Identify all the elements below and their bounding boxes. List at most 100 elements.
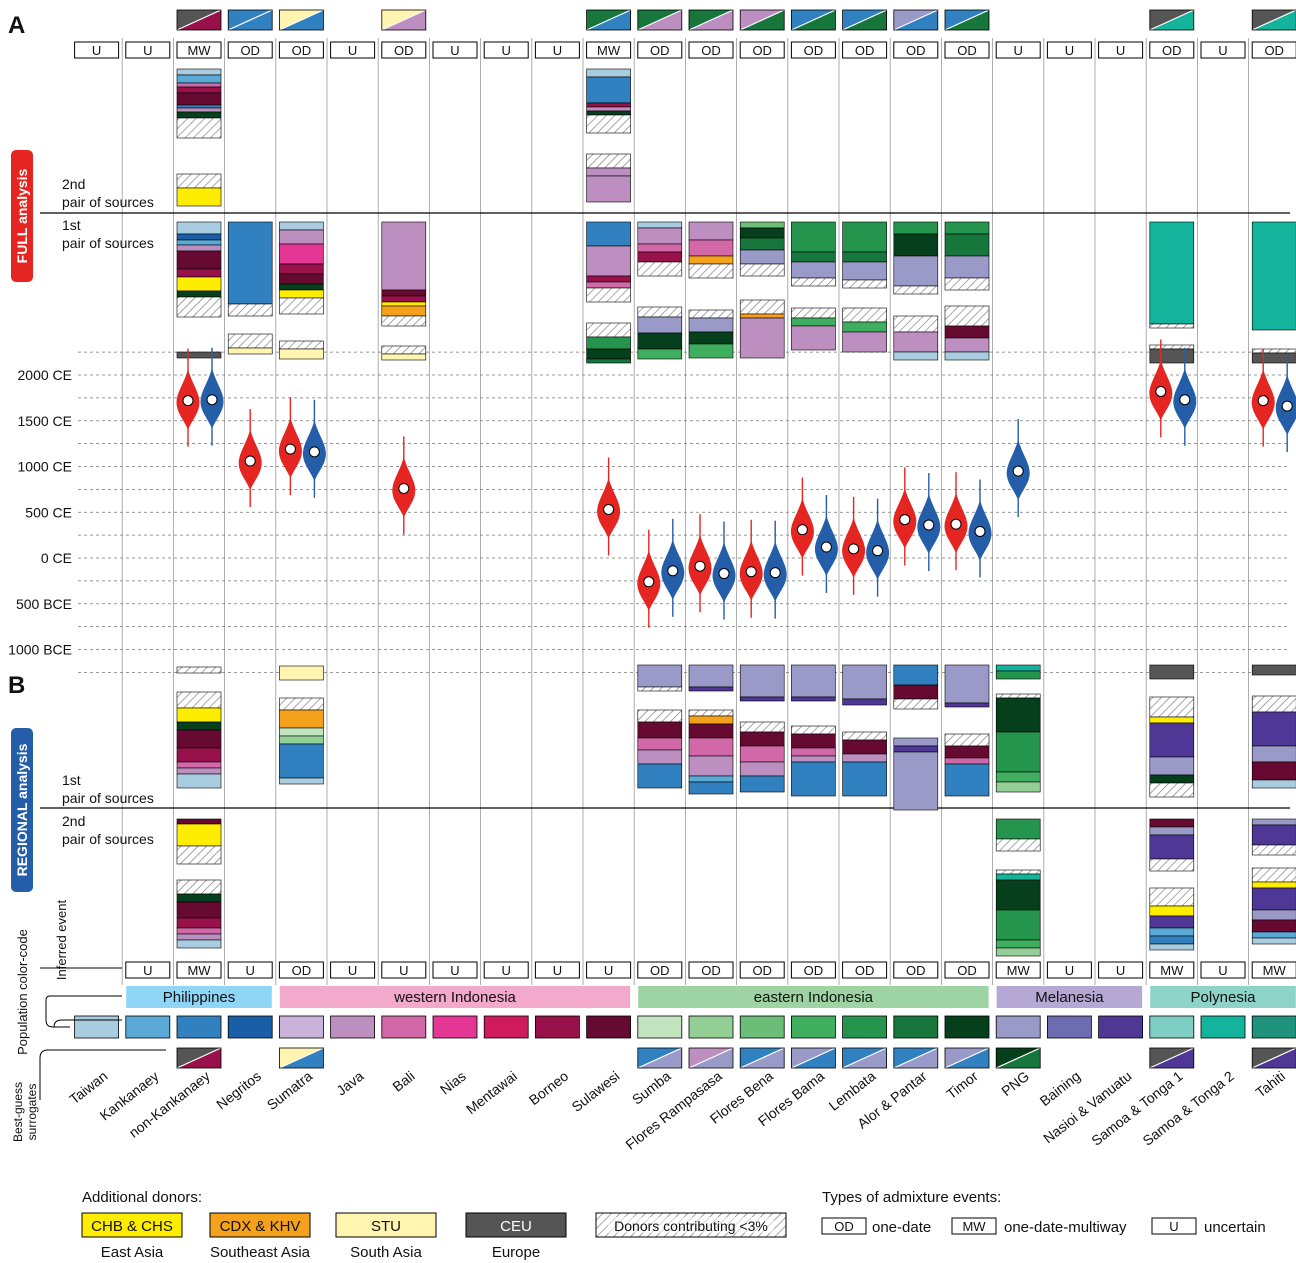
region-label: Philippines	[163, 989, 236, 1006]
ancestry-bar-segment	[791, 747, 836, 757]
population-label: Nasioi & Vanuatu	[1040, 1068, 1134, 1147]
ancestry-bar-segment	[893, 698, 939, 710]
population-label: Sumba	[629, 1068, 674, 1108]
full-surrogate-swatch-border	[688, 9, 734, 31]
ancestry-bar-segment	[944, 733, 990, 747]
ancestry-bar-segment	[1251, 909, 1296, 921]
ancestry-bar-segment	[739, 263, 785, 277]
ancestry-bar-segment	[688, 255, 734, 265]
ancestry-bar-segment	[893, 331, 939, 353]
full-event-box	[381, 41, 427, 59]
ancestry-bar-segment	[1251, 352, 1296, 364]
regional-event-box	[1200, 961, 1246, 979]
ancestry-bar-segment	[1149, 834, 1195, 860]
ancestry-bar-segment	[1251, 919, 1296, 933]
ancestry-bar-segment	[1149, 722, 1195, 758]
ancestry-bar-segment	[1149, 887, 1195, 907]
regional-date-violin-median	[1281, 400, 1293, 412]
regional-event-box-label: U	[1218, 963, 1227, 978]
regional-event-box	[637, 961, 683, 979]
population-label: Sumatra	[264, 1068, 316, 1113]
region-band	[126, 986, 272, 1008]
ancestry-bar-segment	[1251, 348, 1296, 354]
full-event-box	[1251, 41, 1296, 59]
ancestry-bar-segment	[842, 307, 887, 323]
ancestry-bar-segment	[1251, 937, 1296, 945]
ancestry-bar-segment	[176, 747, 222, 763]
ancestry-bar-segment	[176, 250, 222, 270]
inferred-event-label: Inferred event	[54, 900, 69, 981]
full-event-box-label: U	[502, 43, 511, 58]
full-event-box-label: OD	[650, 43, 670, 58]
ancestry-bar-segment	[637, 348, 683, 360]
population-swatch	[330, 1015, 376, 1039]
date-axis: 2000 CE 1500 CE 1000 CE 500 CE 0 CE 500 BCE 10…	[8, 351, 1290, 673]
ancestry-bar-segment	[688, 775, 734, 783]
regional-surrogate-swatch-border	[637, 1047, 683, 1069]
ancestry-bar-segment	[944, 337, 990, 353]
ancestry-bar-segment	[995, 818, 1041, 840]
ancestry-bar-segment	[842, 261, 887, 281]
reg-1st-pair-label-a: 1st	[62, 772, 81, 788]
ancestry-bar-segment	[279, 297, 324, 315]
population-swatch	[995, 1015, 1041, 1039]
full-event-box	[790, 41, 836, 59]
regional-event-box	[995, 961, 1041, 979]
ancestry-bar-segment	[893, 285, 939, 295]
ancestry-bar-segment	[176, 82, 222, 88]
ancestry-bar-segment	[739, 237, 785, 251]
ancestry-bar-segment	[739, 249, 785, 265]
regional-surrogate-swatch-split	[739, 1047, 785, 1069]
regional-event-box	[278, 961, 324, 979]
regional-date-violin-median	[308, 446, 320, 458]
regional-surrogate-swatch-split	[944, 1047, 990, 1069]
ancestry-bar-segment	[381, 315, 427, 327]
donor-label: CEU	[500, 1218, 532, 1235]
full-event-box	[739, 41, 785, 59]
ancestry-bar-segment	[1149, 344, 1195, 350]
population-swatch	[125, 1015, 171, 1039]
full-event-box-label: OD	[804, 43, 824, 58]
full-event-box-label: U	[1218, 43, 1227, 58]
ancestry-bar-segment	[637, 261, 683, 277]
ancestry-bar-segment	[279, 229, 324, 245]
full-surrogate-swatch-split	[586, 9, 631, 31]
full-event-box-label: U	[553, 43, 562, 58]
ancestry-bar-segment	[1251, 664, 1296, 676]
population-swatch	[278, 1015, 324, 1039]
full-event-box	[1149, 41, 1195, 59]
ancestry-bar-segment	[637, 306, 683, 318]
ancestry-bar-segment	[688, 715, 734, 725]
ancestry-bar-segment	[1149, 696, 1195, 718]
ancestry-bar-segment	[893, 684, 939, 700]
population-label: Tahiti	[1252, 1068, 1288, 1101]
event-type-label: one-date-multiway	[1004, 1219, 1127, 1236]
regional-surrogate-swatch-split	[176, 1047, 222, 1069]
ancestry-bar-segment	[586, 245, 631, 277]
full-event-box	[74, 41, 120, 59]
population-swatch	[944, 1015, 990, 1039]
ancestry-bar-segment	[176, 244, 222, 252]
ancestry-bar-segment	[586, 275, 631, 283]
population-label: PNG	[998, 1068, 1032, 1099]
ancestry-bar-segment	[279, 289, 324, 299]
ancestry-bar-segment	[1251, 711, 1296, 747]
donor-label: CHB & CHS	[91, 1218, 173, 1235]
full-surrogate-swatch-border	[278, 9, 324, 31]
ancestry-bar-segment	[279, 777, 324, 785]
regional-event-box	[125, 961, 171, 979]
regional-event-box	[330, 961, 376, 979]
full-event-box-label: OD	[906, 43, 926, 58]
ancestry-bar-segment	[381, 305, 427, 317]
regional-surrogate-swatch-border	[842, 1047, 887, 1069]
ancestry-bar-segment	[279, 348, 324, 360]
ancestry-bar-segment	[842, 761, 887, 797]
population-swatch	[381, 1015, 427, 1039]
ancestry-bar-segment	[586, 102, 631, 108]
full-surrogate-swatch-split	[1149, 9, 1195, 31]
panel-a-label: A	[8, 12, 25, 39]
regional-event-box	[790, 961, 836, 979]
population-swatch	[1047, 1015, 1092, 1039]
ancestry-bar-segment	[586, 106, 631, 112]
ancestry-bar-segment	[791, 251, 836, 263]
